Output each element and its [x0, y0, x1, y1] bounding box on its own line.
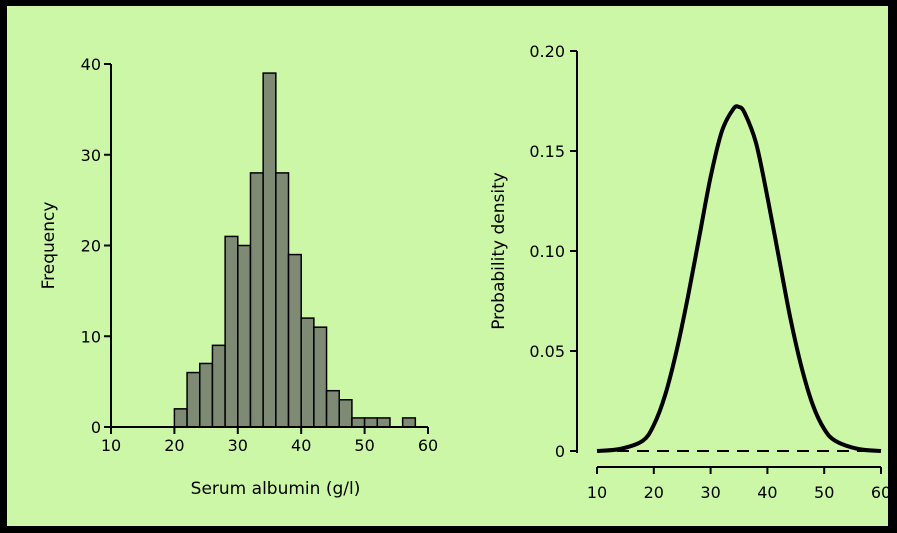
histogram-bar-15: [363, 417, 379, 428]
histogram-y-tick-label-1: 10: [81, 327, 101, 346]
histogram-bars: [173, 72, 417, 428]
density-y-label: Probability density: [489, 172, 509, 330]
density-ticks: 10 20 30 40 50 60 0 0.05 0.10 0.15 0.20: [529, 42, 891, 502]
histogram-y-tick-label-2: 20: [81, 237, 101, 256]
histogram-y-label: Frequency: [39, 202, 59, 290]
histogram-bar-14: [351, 417, 366, 428]
histogram-bar-8: [275, 172, 290, 428]
histogram-bar-9: [287, 253, 302, 428]
histogram-x-tick-label-0: 10: [101, 436, 121, 455]
histogram-bar-3: [211, 344, 226, 428]
histogram-bar-17: [401, 417, 417, 428]
histogram-y-tick-label-4: 40: [81, 55, 101, 74]
density-x-tick-label-2: 30: [700, 483, 720, 502]
density-x-tick-label-4: 50: [814, 483, 834, 502]
histogram-bar-13: [338, 399, 353, 428]
histogram-y-tick-label-3: 30: [81, 146, 101, 165]
density-x-tick-label-5: 60: [871, 483, 891, 502]
density-y-tick-label-2: 0.10: [529, 242, 565, 261]
histogram-y-tick-label-0: 0: [91, 418, 101, 437]
histogram-bar-10: [300, 317, 315, 428]
histogram-bar-6: [249, 172, 264, 428]
density-curve: [596, 104, 882, 453]
density-x-tick-label-1: 20: [644, 483, 664, 502]
histogram-x-tick-label-4: 50: [354, 436, 374, 455]
histogram-bar-16: [376, 417, 391, 428]
histogram-bar-1: [186, 371, 201, 428]
histogram-x-tick-label-1: 20: [164, 436, 184, 455]
histogram-x-tick-label-5: 60: [418, 436, 438, 455]
histogram-bar-12: [325, 389, 340, 428]
histogram-x-tick-label-2: 30: [228, 436, 248, 455]
figure-panel: 10 20 30 40 50 60 0 10 20 30 40 Serum albumin (g/l…: [5, 4, 891, 528]
density-y-tick-label-4: 0.20: [529, 42, 565, 61]
density-x-tick-label-3: 40: [757, 483, 777, 502]
density-x-tick-label-0: 10: [587, 483, 607, 502]
histogram-bar-0: [173, 408, 188, 428]
density-y-tick-label-1: 0.05: [529, 342, 565, 361]
histogram-bar-11: [313, 326, 328, 428]
density-chart: 10 20 30 40 50 60 0 0.05 0.10 0.15 0.20 Probabilit…: [489, 42, 891, 502]
histogram-bar-5: [237, 244, 252, 428]
histogram-x-label: Serum albumin (g/l): [191, 479, 361, 499]
histogram-bar-7: [262, 72, 277, 428]
histogram-x-tick-label-3: 40: [291, 436, 311, 455]
density-y-tick-label-3: 0.15: [529, 142, 565, 161]
density-y-tick-label-0: 0: [555, 442, 565, 461]
histogram-bar-2: [199, 362, 214, 428]
histogram-bar-4: [224, 235, 239, 428]
